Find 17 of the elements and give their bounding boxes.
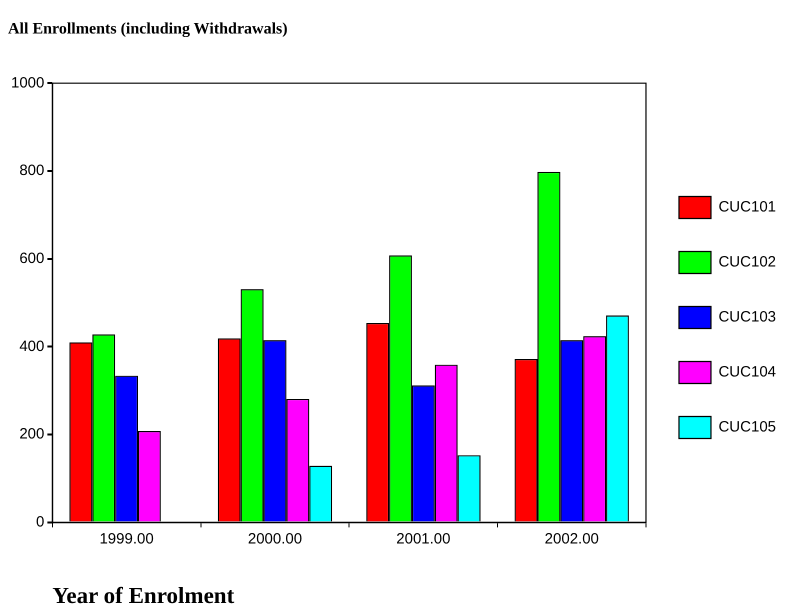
- y-tick-label: 400: [19, 338, 44, 355]
- x-tick-label: 2001.00: [396, 530, 450, 548]
- legend-label: CUC102: [718, 254, 776, 271]
- legend-label: CUC103: [718, 308, 776, 326]
- chart-title: All Enrollments (including Withdrawals): [8, 20, 288, 38]
- legend-label: CUC105: [718, 418, 776, 436]
- x-tick-label: 2000.00: [248, 530, 302, 548]
- legend-label: CUC101: [718, 198, 776, 216]
- y-tick-label: 200: [19, 426, 44, 443]
- y-tick-label: 600: [19, 250, 44, 268]
- x-axis-title: Year of Enrolment: [52, 583, 235, 608]
- y-tick-label: 1000: [10, 74, 44, 92]
- y-tick-label: 0: [36, 514, 44, 531]
- x-tick-label: 2002.00: [544, 530, 599, 548]
- x-tick-label: 1999.00: [99, 530, 154, 548]
- legend-label: CUC104: [718, 364, 776, 381]
- y-tick-label: 800: [19, 162, 44, 180]
